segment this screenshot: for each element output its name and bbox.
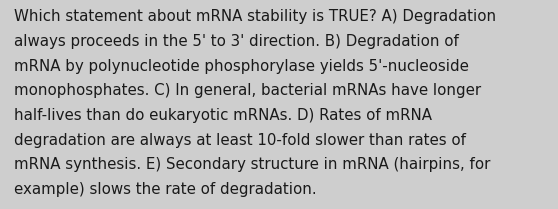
Text: always proceeds in the 5' to 3' direction. B) Degradation of: always proceeds in the 5' to 3' directio…	[14, 34, 459, 49]
Text: half-lives than do eukaryotic mRNAs. D) Rates of mRNA: half-lives than do eukaryotic mRNAs. D) …	[14, 108, 432, 123]
Text: example) slows the rate of degradation.: example) slows the rate of degradation.	[14, 182, 316, 197]
Text: mRNA by polynucleotide phosphorylase yields 5'-nucleoside: mRNA by polynucleotide phosphorylase yie…	[14, 59, 469, 74]
Text: degradation are always at least 10-fold slower than rates of: degradation are always at least 10-fold …	[14, 133, 466, 148]
Text: mRNA synthesis. E) Secondary structure in mRNA (hairpins, for: mRNA synthesis. E) Secondary structure i…	[14, 157, 490, 172]
Text: monophosphates. C) In general, bacterial mRNAs have longer: monophosphates. C) In general, bacterial…	[14, 83, 481, 98]
Text: Which statement about mRNA stability is TRUE? A) Degradation: Which statement about mRNA stability is …	[14, 9, 496, 24]
